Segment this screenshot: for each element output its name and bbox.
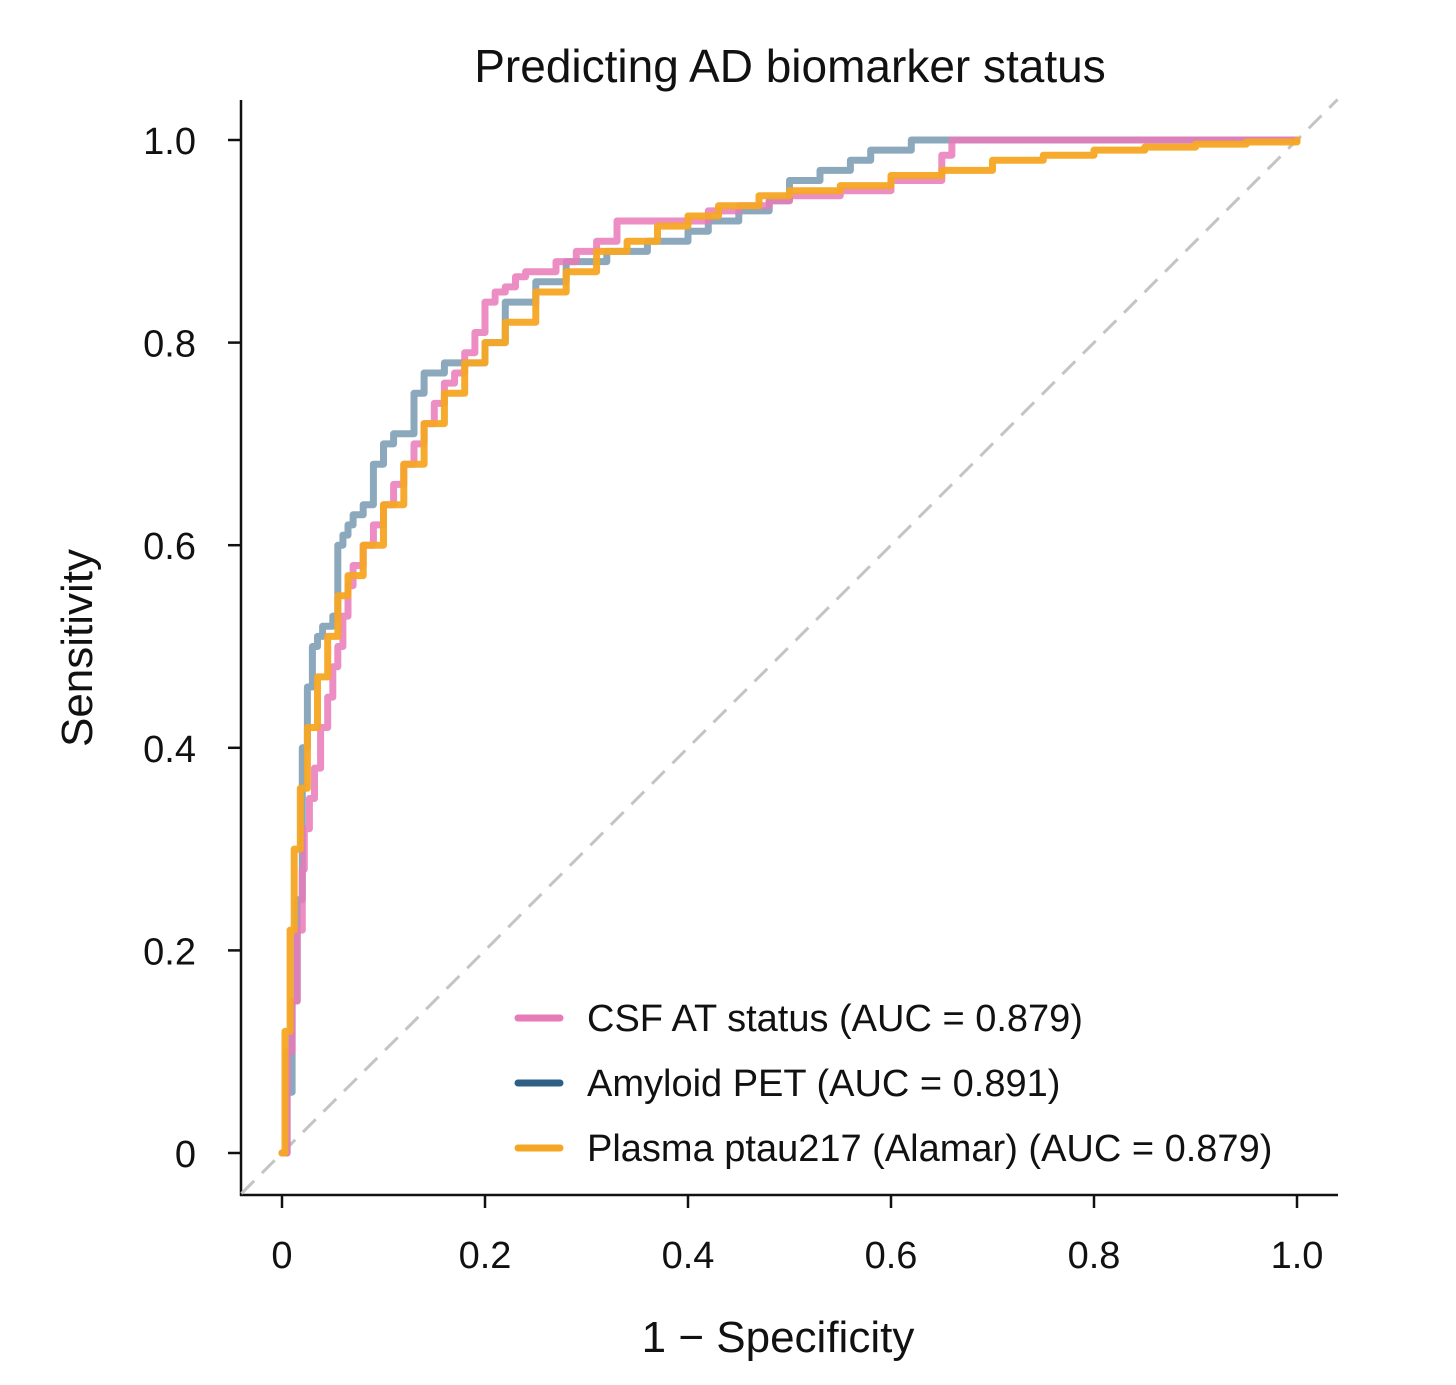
reference-layer: [240, 98, 1339, 1195]
y-tick-label: 0.8: [143, 324, 196, 366]
roc-curve-1: [278, 136, 1301, 1157]
chance-diagonal-line: [240, 98, 1339, 1195]
ticks: 0 0.2 0.4 0.6 0.8 1.0 0 0.2 0.4 0.6 0.8 1.0: [143, 121, 1323, 1277]
x-axis-label: 1 − Specificity: [642, 1313, 915, 1362]
legend-label: Plasma ptau217 (Alamar) (AUC = 0.879): [587, 1128, 1272, 1170]
x-tick-label: 0.6: [865, 1235, 918, 1277]
chart-title: Predicting AD biomarker status: [474, 40, 1106, 92]
roc-curve-2: [278, 136, 1301, 1157]
series-layer: [278, 136, 1301, 1157]
legend: CSF AT status (AUC = 0.879) Amyloid PET (…: [514, 998, 1272, 1170]
x-tick-label: 0.2: [459, 1235, 512, 1277]
y-tick-label: 0: [175, 1134, 196, 1176]
legend-label: CSF AT status (AUC = 0.879): [587, 998, 1083, 1040]
y-tick-label: 0.4: [143, 729, 196, 771]
axes: [239, 100, 1338, 1197]
y-tick-label: 0.6: [143, 526, 196, 568]
y-tick-label: 1.0: [143, 121, 196, 163]
x-tick-label: 0.8: [1068, 1235, 1121, 1277]
legend-label: Amyloid PET (AUC = 0.891): [587, 1063, 1060, 1105]
y-tick-label: 0.2: [143, 931, 196, 973]
y-axis-label: Sensitivity: [53, 549, 102, 747]
x-tick-label: 1.0: [1271, 1235, 1324, 1277]
x-tick-label: 0: [271, 1235, 292, 1277]
x-tick-label: 0.4: [662, 1235, 715, 1277]
